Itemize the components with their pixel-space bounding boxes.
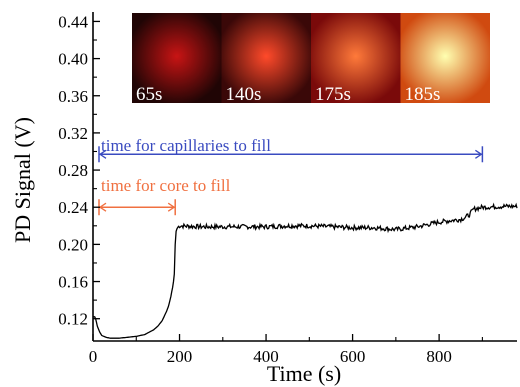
inset-time-label: 175s — [315, 84, 351, 105]
range-end-arrow — [475, 149, 483, 159]
x-tick-label: 0 — [89, 347, 98, 366]
inset-panel — [400, 13, 490, 103]
x-tick-label: 800 — [426, 347, 452, 366]
y-tick-label: 0.28 — [58, 161, 88, 180]
axes: 0.12 0.16 0.20 0.24 0.28 0.32 0.36 0.40 0.44 0 200… — [58, 12, 517, 366]
range-annotation-label: time for capillaries to fill — [101, 136, 271, 155]
inset-images: 65s 140s 175s 185s — [132, 13, 490, 105]
inset-time-label: 185s — [405, 84, 441, 105]
y-tick-label: 0.20 — [58, 235, 88, 254]
y-tick-label: 0.24 — [58, 198, 88, 217]
range-end-arrow — [167, 202, 176, 212]
y-tick-label: 0.16 — [58, 273, 88, 292]
y-tick-label: 0.36 — [58, 87, 88, 106]
y-axis-title: PD Signal (V) — [10, 117, 35, 243]
range-annotation-label: time for core to fill — [101, 176, 231, 195]
inset-image: 185s — [400, 13, 490, 105]
x-axis-title: Time (s) — [267, 361, 341, 386]
range-annotation: time for capillaries to fill — [98, 136, 484, 163]
y-tick-label: 0.12 — [58, 310, 88, 329]
series-line — [93, 202, 518, 339]
inset-time-label: 65s — [136, 84, 162, 105]
inset-time-label: 140s — [226, 84, 262, 105]
x-tick-label: 600 — [340, 347, 366, 366]
inset-image: 175s — [311, 13, 401, 105]
inset-image: 65s — [132, 13, 222, 105]
plot-series — [93, 202, 518, 339]
annotations: time for capillaries to fill time for cor… — [98, 136, 484, 216]
inset-panel — [132, 13, 222, 103]
y-tick-label: 0.40 — [58, 50, 88, 69]
range-start-arrow — [98, 149, 107, 159]
y-tick-label: 0.32 — [58, 124, 88, 143]
range-annotation: time for core to fill — [98, 176, 231, 216]
x-tick-label: 200 — [167, 347, 193, 366]
y-tick-label: 0.44 — [58, 12, 88, 31]
inset-panel — [311, 13, 401, 103]
inset-image: 140s — [221, 13, 311, 105]
inset-panel — [221, 13, 311, 103]
x-tick-label: 400 — [253, 347, 279, 366]
